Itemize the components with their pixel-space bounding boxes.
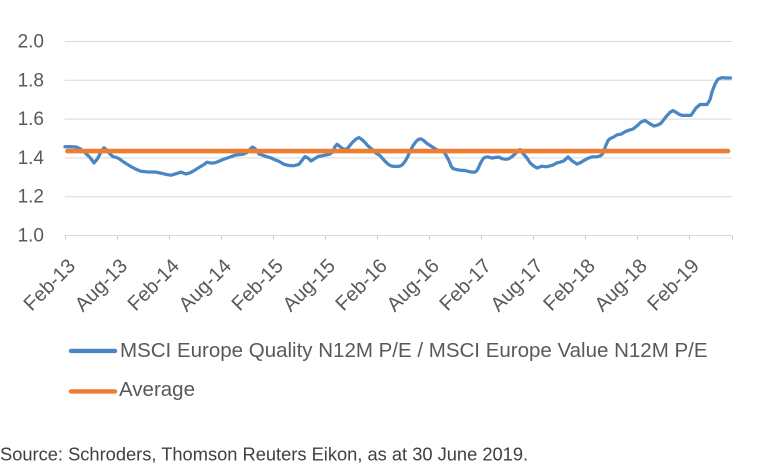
svg-text:MSCI Europe Quality N12M P/E /: MSCI Europe Quality N12M P/E / MSCI Euro… xyxy=(120,339,708,362)
svg-text:Average: Average xyxy=(119,378,195,401)
svg-text:2.0: 2.0 xyxy=(18,32,44,53)
svg-text:1.4: 1.4 xyxy=(18,148,45,169)
svg-text:1.6: 1.6 xyxy=(18,109,44,130)
svg-text:1.0: 1.0 xyxy=(18,226,44,247)
svg-text:1.8: 1.8 xyxy=(18,70,44,91)
svg-text:1.2: 1.2 xyxy=(18,187,44,208)
svg-text:Source: Schroders, Thomson Reu: Source: Schroders, Thomson Reuters Eikon… xyxy=(0,444,528,465)
